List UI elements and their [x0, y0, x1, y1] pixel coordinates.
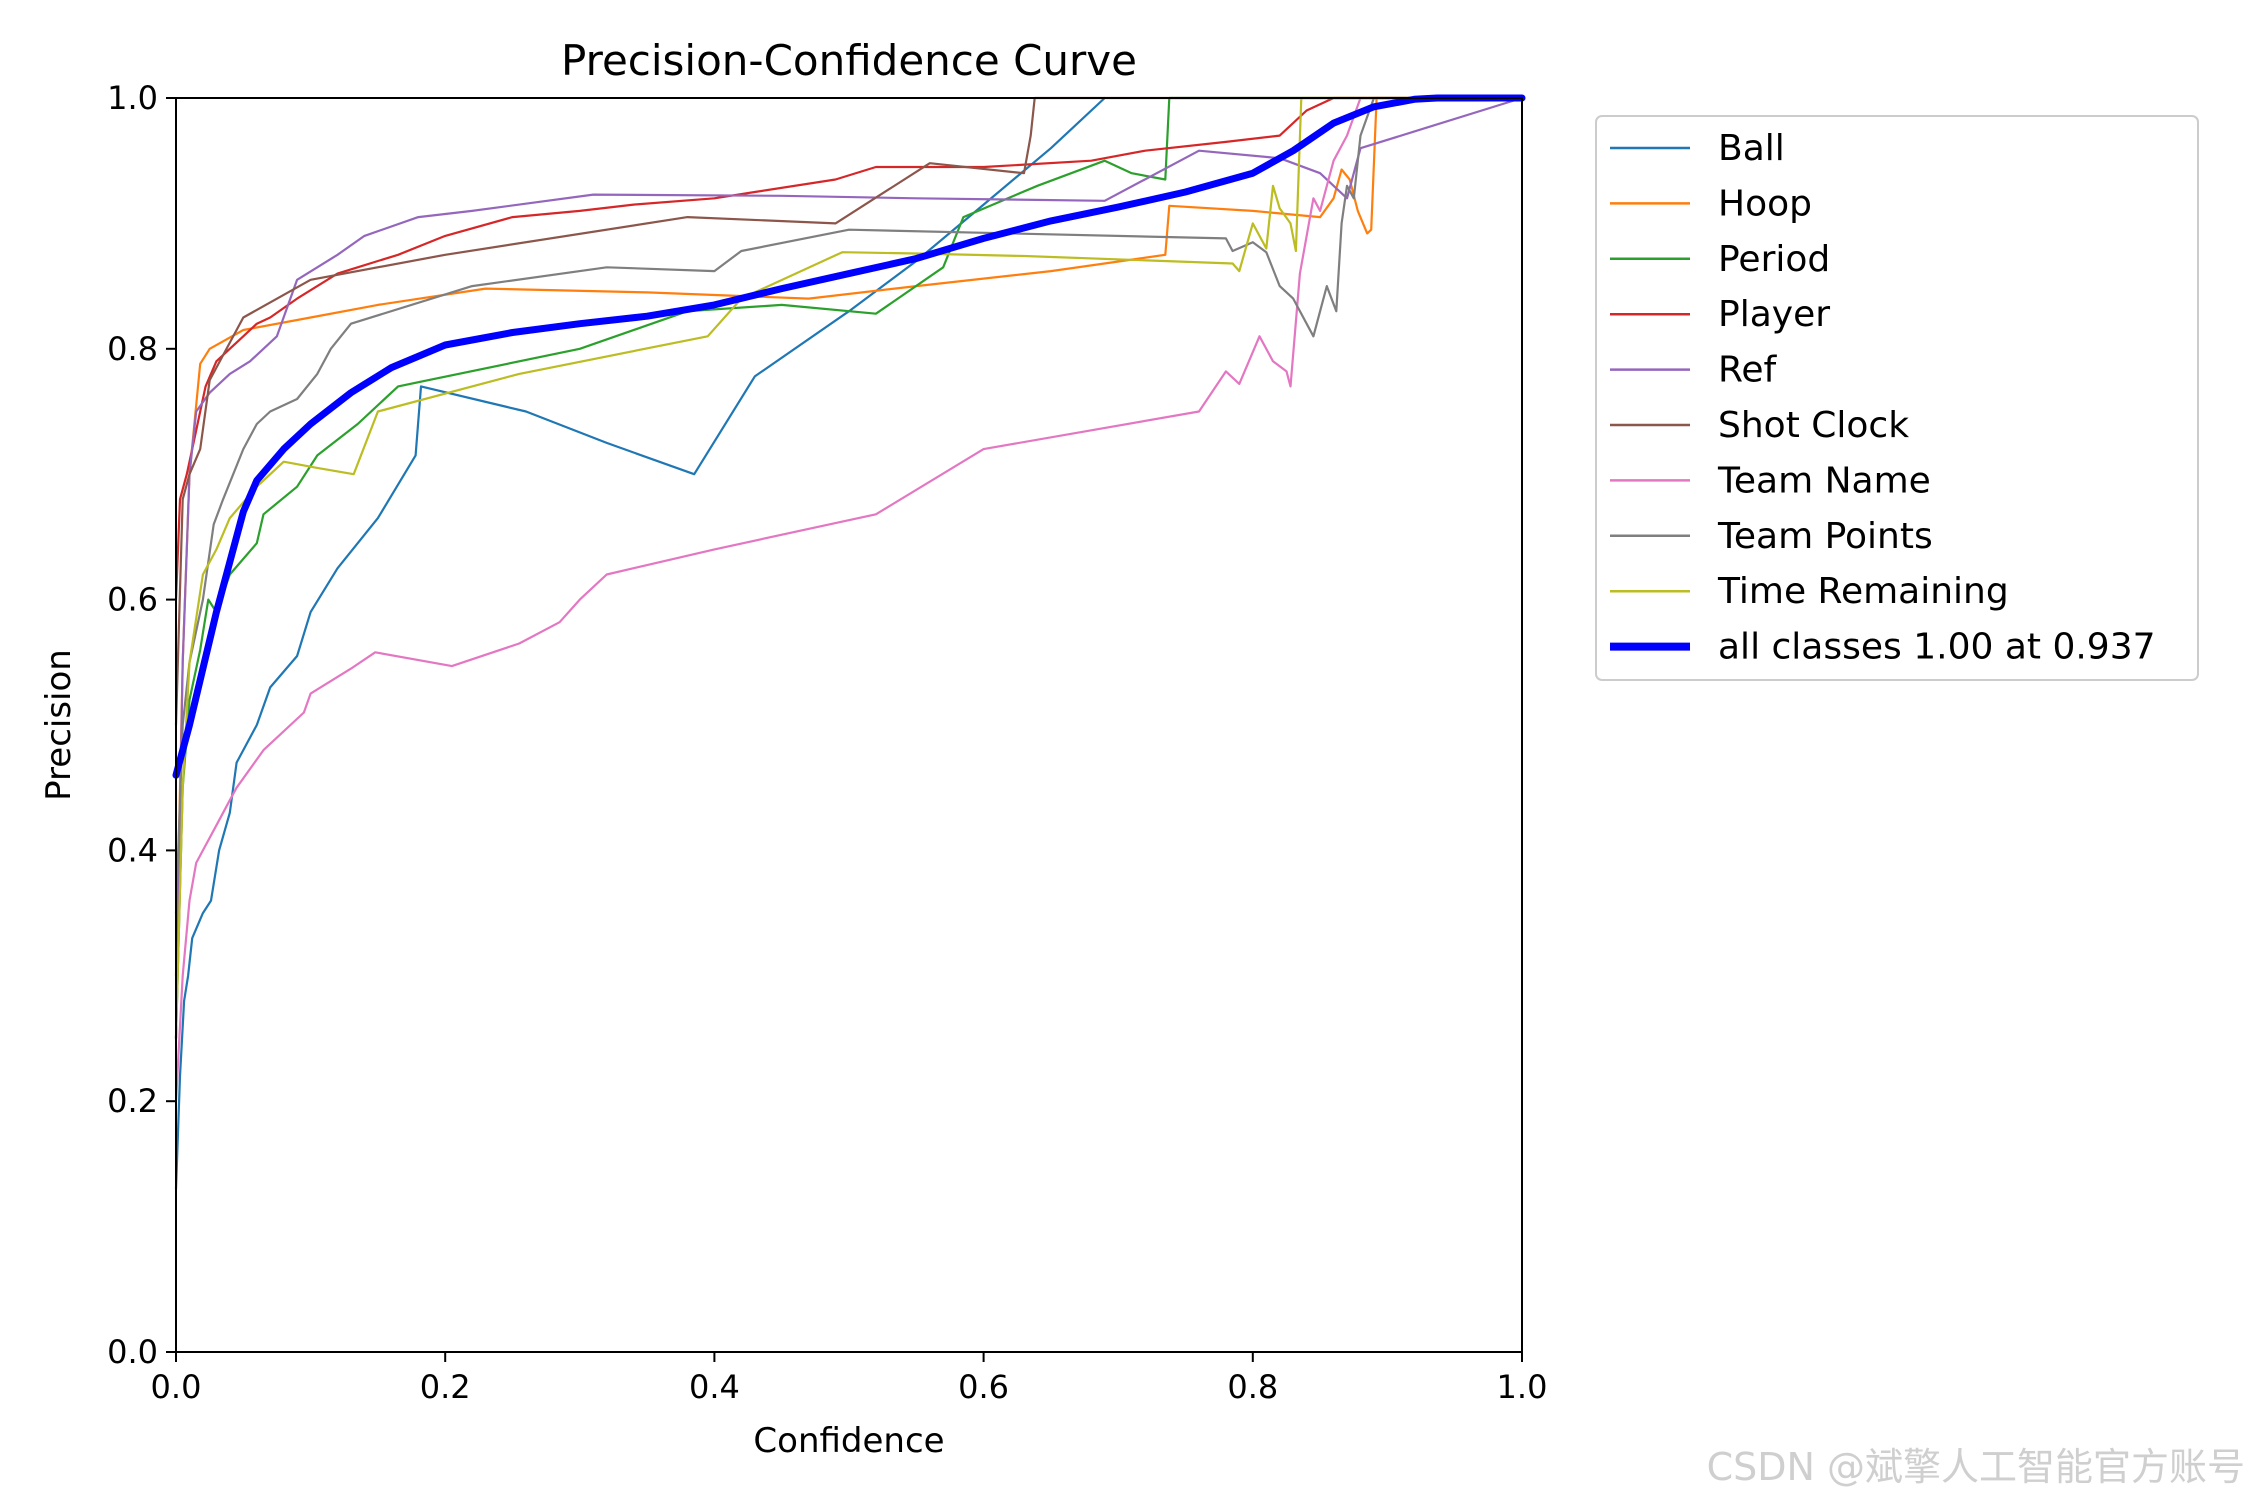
legend-box — [1595, 115, 2199, 681]
x-axis: 0.0 0.2 0.4 0.6 0.8 1.0 — [151, 1352, 1548, 1406]
series-line-9 — [172, 94, 1526, 779]
legend: Ball Hoop Period Player Ref Shot Clock Team Na… — [1595, 115, 2199, 681]
y-tick-label: 0.0 — [107, 1333, 158, 1371]
legend-label-5: Shot Clock — [1718, 405, 1909, 446]
x-tick-label: 0.0 — [151, 1368, 202, 1406]
legend-label-1: Hoop — [1718, 183, 1812, 224]
plot-frame — [175, 97, 1523, 1353]
series-line-7 — [174, 96, 1524, 915]
x-axis-label: Confidence — [753, 1421, 944, 1461]
legend-label-7: Team Points — [1717, 516, 1933, 557]
watermark: CSDN @斌擎人工智能官方账号 — [1707, 1445, 2245, 1489]
y-tick-label: 1.0 — [107, 79, 158, 117]
legend-label-2: Period — [1718, 239, 1830, 280]
plot-lines — [172, 94, 1526, 1191]
x-tick-label: 0.4 — [689, 1368, 740, 1406]
y-tick-label: 0.8 — [107, 330, 158, 368]
y-tick-label: 0.2 — [107, 1082, 158, 1120]
series-line-4 — [174, 96, 1524, 1040]
series-line-2 — [174, 96, 1524, 1040]
series-line-0 — [174, 96, 1106, 1191]
x-tick-label: 1.0 — [1497, 1368, 1548, 1406]
legend-label-0: Ball — [1718, 128, 1785, 169]
series-line-1 — [174, 96, 1524, 977]
legend-label-4: Ref — [1718, 350, 1778, 391]
legend-label-8: Time Remaining — [1717, 571, 2009, 612]
legend-label-6: Team Name — [1717, 460, 1931, 501]
x-tick-label: 0.8 — [1227, 1368, 1278, 1406]
series-line-3 — [174, 96, 1524, 601]
series-line-8 — [174, 96, 1524, 1040]
legend-label-9: all classes 1.00 at 0.937 — [1718, 627, 2156, 668]
series-line-6 — [174, 96, 1524, 1103]
y-axis: 0.0 0.2 0.4 0.6 0.8 1.0 — [107, 79, 176, 1371]
y-tick-label: 0.4 — [107, 831, 158, 869]
series-line-5 — [174, 96, 1524, 727]
x-tick-label: 0.6 — [958, 1368, 1009, 1406]
x-tick-label: 0.2 — [420, 1368, 471, 1406]
chart-title: Precision-Confidence Curve — [561, 36, 1137, 85]
y-tick-label: 0.6 — [107, 581, 158, 619]
legend-label-3: Player — [1718, 294, 1830, 335]
y-axis-label: Precision — [39, 649, 79, 801]
